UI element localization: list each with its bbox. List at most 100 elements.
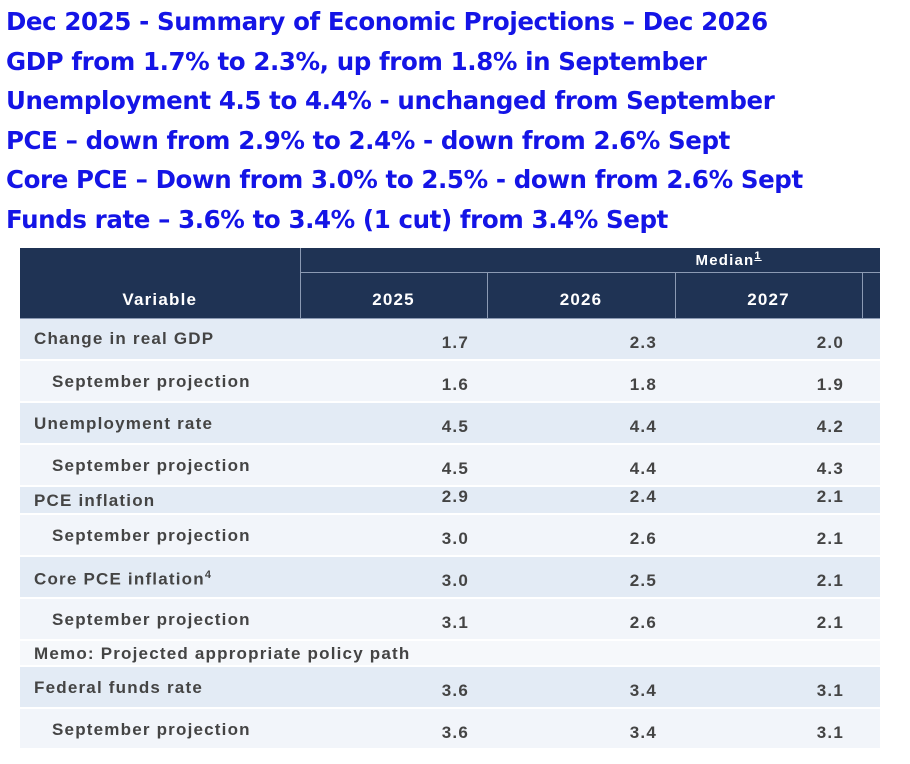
value-cell <box>862 318 880 361</box>
value-cell <box>862 444 880 487</box>
row-label-cell: Change in real GDP <box>20 318 300 361</box>
value-cell: 3.6 <box>300 708 487 748</box>
value-cell: 2.4 <box>487 486 675 515</box>
value: 3.6 <box>441 681 469 700</box>
row-label-cell: September projection <box>20 598 300 641</box>
year-header-cell: 2026 <box>486 272 676 319</box>
value-cell <box>862 486 880 515</box>
value-cell: 4.4 <box>487 444 675 487</box>
row-label: Change in real GDP <box>34 329 215 349</box>
value: 3.1 <box>816 723 844 742</box>
row-label: Federal funds rate <box>34 677 203 697</box>
headline: Funds rate – 3.6% to 3.4% (1 cut) from 3… <box>6 204 668 234</box>
value-cell <box>862 556 880 599</box>
value: 2.0 <box>816 333 844 352</box>
value-cell: 2.0 <box>675 318 862 361</box>
value: 1.6 <box>441 375 469 394</box>
row-label: September projection <box>52 371 251 391</box>
table-row: September projection 4.5 4.4 4.3 <box>20 444 880 487</box>
row-label-cell: September projection <box>20 444 300 487</box>
table-row: Change in real GDP 1.7 2.3 2.0 <box>20 318 880 361</box>
value-cell <box>862 514 880 557</box>
table-row: Core PCE inflation4 3.0 2.5 2.1 <box>20 556 880 599</box>
median-header: Median1 <box>299 248 880 273</box>
value: 2.6 <box>629 529 657 548</box>
value: 2.9 <box>441 487 469 506</box>
headline: PCE – down from 2.9% to 2.4% - down from… <box>6 125 730 155</box>
headline: Core PCE – Down from 3.0% to 2.5% - down… <box>6 165 803 195</box>
value: 1.8 <box>629 375 657 394</box>
value-cell: 1.8 <box>487 360 675 403</box>
value: 3.4 <box>629 723 657 742</box>
median-label: Median <box>695 252 755 270</box>
value: 3.1 <box>441 613 469 632</box>
value: 2.5 <box>629 571 657 590</box>
value-cell: 3.4 <box>487 666 675 709</box>
value-cell: 2.5 <box>487 556 675 599</box>
value-cell: 3.6 <box>300 666 487 709</box>
footnote-ref: 4 <box>204 568 213 581</box>
row-label-cell: September projection <box>20 514 300 557</box>
value: 4.5 <box>441 459 469 478</box>
table-row: September projection 3.0 2.6 2.1 <box>20 514 880 557</box>
row-label: Unemployment rate <box>34 413 214 433</box>
value-cell <box>862 666 880 709</box>
value: 4.2 <box>816 417 844 436</box>
value: 2.6 <box>629 613 657 632</box>
row-label-cell: Unemployment rate <box>20 402 300 445</box>
row-label-cell: Federal funds rate <box>20 666 300 709</box>
value-cell: 2.3 <box>487 318 675 361</box>
value-cell: 2.6 <box>487 598 675 641</box>
variable-header: Variable <box>20 248 301 319</box>
value-cell: 2.1 <box>675 598 862 641</box>
table-row: Memo: Projected appropriate policy path <box>20 640 880 667</box>
value-cell: 1.6 <box>300 360 487 403</box>
value: 2.1 <box>816 613 844 632</box>
value: 3.6 <box>441 723 469 742</box>
row-label: Core PCE inflation <box>34 569 205 589</box>
footnote-ref: 1 <box>754 250 762 263</box>
value: 4.3 <box>816 459 844 478</box>
value-cell: 2.1 <box>675 486 862 515</box>
value-cell: 2.1 <box>675 556 862 599</box>
table-wrap: Variable Median1 2025 2026 2027 Change in … <box>20 248 880 748</box>
value-cell: 1.7 <box>300 318 487 361</box>
value-cell: 1.9 <box>675 360 862 403</box>
row-label: September projection <box>52 525 251 545</box>
table-row: September projection 3.1 2.6 2.1 <box>20 598 880 641</box>
value: 2.1 <box>816 529 844 548</box>
headline: GDP from 1.7% to 2.3%, up from 1.8% in S… <box>6 46 707 76</box>
row-label-cell: Memo: Projected appropriate policy path <box>20 640 880 667</box>
value: 1.9 <box>816 375 844 394</box>
value-cell <box>862 708 880 748</box>
value-cell: 3.0 <box>300 556 487 599</box>
value-cell: 2.1 <box>675 514 862 557</box>
row-label: Memo: Projected appropriate policy path <box>34 643 411 663</box>
row-label: September projection <box>52 719 251 739</box>
value-cell: 4.2 <box>675 402 862 445</box>
value: 1.7 <box>441 333 469 352</box>
value-cell <box>862 402 880 445</box>
row-label: September projection <box>52 609 251 629</box>
value-cell <box>862 360 880 403</box>
value-cell: 4.4 <box>487 402 675 445</box>
value-cell <box>862 598 880 641</box>
value: 4.5 <box>441 417 469 436</box>
value-cell: 4.3 <box>675 444 862 487</box>
column-header: 2027 <box>747 289 790 309</box>
value: 2.1 <box>816 487 844 506</box>
table-row: PCE inflation 2.9 2.4 2.1 <box>20 486 880 515</box>
value-cell: 2.6 <box>487 514 675 557</box>
headline: Unemployment 4.5 to 4.4% - unchanged fro… <box>6 86 775 116</box>
year-header-cell: 2025 <box>299 272 488 319</box>
projections-table: Variable Median1 2025 2026 2027 Change in … <box>20 248 880 748</box>
row-label: PCE inflation <box>34 490 156 510</box>
row-label-cell: September projection <box>20 360 300 403</box>
value: 2.3 <box>629 333 657 352</box>
value-cell: 3.0 <box>300 514 487 557</box>
year-header-cell: 2027 <box>674 272 863 319</box>
table-row: Federal funds rate 3.6 3.4 3.1 <box>20 666 880 709</box>
value-cell: 4.5 <box>300 444 487 487</box>
value: 3.1 <box>816 681 844 700</box>
